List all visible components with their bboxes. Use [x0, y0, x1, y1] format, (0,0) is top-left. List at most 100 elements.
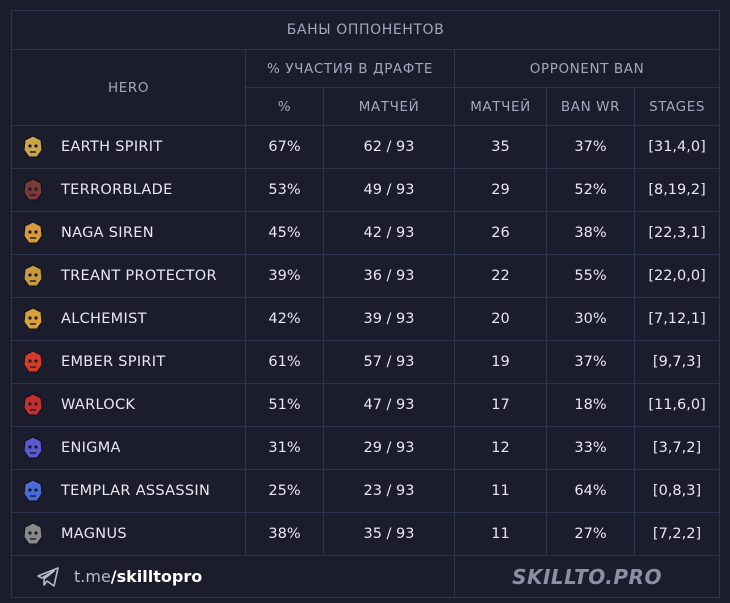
ban-matches: 17: [454, 383, 547, 427]
table-row: MAGNUS 38% 35 / 93 11 27% [7,2,2]: [11, 512, 721, 556]
participation-percent: 51%: [245, 383, 324, 427]
participation-percent: 53%: [245, 168, 324, 212]
telegram-link-prefix[interactable]: t.me: [74, 567, 111, 586]
ban-matches: 11: [454, 469, 547, 513]
participation-percent: 67%: [245, 125, 324, 169]
hero-name: EARTH SPIRIT: [61, 139, 163, 155]
ban-winrate: 18%: [546, 383, 635, 427]
hero-cell: TREANT PROTECTOR: [11, 254, 246, 298]
table-row: TERRORBLADE 53% 49 / 93 29 52% [8,19,2]: [11, 168, 721, 212]
participation-matches: 49 / 93: [323, 168, 455, 212]
col-stages-header: STAGES: [633, 87, 721, 126]
col-ban-wr-header: BAN WR: [546, 87, 635, 126]
table-row: NAGA SIREN 45% 42 / 93 26 38% [22,3,1]: [11, 211, 721, 255]
hero-name: TREANT PROTECTOR: [61, 268, 217, 284]
alchemist-icon: [23, 307, 43, 330]
ban-stages: [7,12,1]: [633, 297, 721, 341]
participation-matches: 29 / 93: [323, 426, 455, 470]
participation-matches: 62 / 93: [323, 125, 455, 169]
ban-stages: [0,8,3]: [633, 469, 721, 513]
hero-name: ALCHEMIST: [61, 311, 147, 327]
naga-siren-icon: [23, 221, 43, 244]
table-title: БАНЫ ОППОНЕНТОВ: [10, 10, 721, 50]
col-hero-header: HERO: [11, 49, 246, 126]
participation-percent: 38%: [245, 512, 324, 556]
ban-winrate: 33%: [546, 426, 635, 470]
participation-matches: 23 / 93: [323, 469, 455, 513]
table-row: EARTH SPIRIT 67% 62 / 93 35 37% [31,4,0]: [11, 125, 721, 169]
ban-matches: 35: [454, 125, 547, 169]
ban-winrate: 37%: [546, 125, 635, 169]
terrorblade-icon: [23, 178, 43, 201]
telegram-link-handle[interactable]: /skilltopro: [110, 567, 203, 586]
hero-cell: MAGNUS: [11, 512, 246, 556]
table-row: ALCHEMIST 42% 39 / 93 20 30% [7,12,1]: [11, 297, 721, 341]
hero-name: EMBER SPIRIT: [61, 354, 166, 370]
participation-matches: 47 / 93: [323, 383, 455, 427]
ban-winrate: 27%: [546, 512, 635, 556]
table-row: TEMPLAR ASSASSIN 25% 23 / 93 11 64% [0,8,3]: [11, 469, 721, 513]
earth-spirit-icon: [23, 135, 43, 158]
ban-winrate: 55%: [546, 254, 635, 298]
hero-name: TERRORBLADE: [61, 182, 173, 198]
participation-matches: 36 / 93: [323, 254, 455, 298]
ban-winrate: 30%: [546, 297, 635, 341]
ban-matches: 11: [454, 512, 547, 556]
ban-matches: 22: [454, 254, 547, 298]
ban-matches: 12: [454, 426, 547, 470]
hero-cell: NAGA SIREN: [11, 211, 246, 255]
participation-percent: 61%: [245, 340, 324, 384]
telegram-icon: [37, 566, 59, 587]
participation-matches: 35 / 93: [323, 512, 455, 556]
ban-stages: [22,0,0]: [633, 254, 721, 298]
treant-protector-icon: [23, 264, 43, 287]
ban-winrate: 64%: [546, 469, 635, 513]
magnus-icon: [23, 522, 43, 545]
hero-name: WARLOCK: [61, 397, 136, 413]
hero-cell: EARTH SPIRIT: [11, 125, 246, 169]
templar-assassin-icon: [23, 479, 43, 502]
participation-percent: 31%: [245, 426, 324, 470]
hero-cell: TERRORBLADE: [11, 168, 246, 212]
ban-stages: [7,2,2]: [633, 512, 721, 556]
ban-stages: [11,6,0]: [633, 383, 721, 427]
participation-percent: 45%: [245, 211, 324, 255]
participation-percent: 25%: [245, 469, 324, 513]
hero-cell: EMBER SPIRIT: [11, 340, 246, 384]
participation-matches: 42 / 93: [323, 211, 455, 255]
hero-name: MAGNUS: [61, 526, 127, 542]
ban-stages: [31,4,0]: [633, 125, 721, 169]
participation-percent: 42%: [245, 297, 324, 341]
ban-winrate: 38%: [546, 211, 635, 255]
col-percent-header: %: [245, 87, 324, 126]
warlock-icon: [23, 393, 43, 416]
table-row: EMBER SPIRIT 61% 57 / 93 19 37% [9,7,3]: [11, 340, 721, 384]
hero-cell: TEMPLAR ASSASSIN: [11, 469, 246, 513]
ban-winrate: 52%: [546, 168, 635, 212]
ban-stages: [9,7,3]: [633, 340, 721, 384]
ban-matches: 29: [454, 168, 547, 212]
ban-stages: [3,7,2]: [633, 426, 721, 470]
col-ban-matches-header: МАТЧЕЙ: [454, 87, 547, 126]
table-row: ENIGMA 31% 29 / 93 12 33% [3,7,2]: [11, 426, 721, 470]
ban-stages: [22,3,1]: [633, 211, 721, 255]
ember-spirit-icon: [23, 350, 43, 373]
group-participation-header: % УЧАСТИЯ В ДРАФТЕ: [245, 49, 455, 88]
ban-stages: [8,19,2]: [633, 168, 721, 212]
participation-matches: 57 / 93: [323, 340, 455, 384]
group-opponent-ban-header: OPPONENT BAN: [453, 49, 721, 88]
participation-percent: 39%: [245, 254, 324, 298]
col-matches-header: МАТЧЕЙ: [323, 87, 455, 126]
opponent-bans-table: БАНЫ ОППОНЕНТОВ HERO % УЧАСТИЯ В ДРАФТЕ …: [10, 10, 721, 598]
hero-name: ENIGMA: [61, 440, 121, 456]
enigma-icon: [23, 436, 43, 459]
table-row: WARLOCK 51% 47 / 93 17 18% [11,6,0]: [11, 383, 721, 427]
hero-cell: ENIGMA: [11, 426, 246, 470]
hero-cell: WARLOCK: [11, 383, 246, 427]
hero-cell: ALCHEMIST: [11, 297, 246, 341]
hero-name: TEMPLAR ASSASSIN: [61, 483, 211, 499]
ban-matches: 19: [454, 340, 547, 384]
hero-name: NAGA SIREN: [61, 225, 154, 241]
table-body: EARTH SPIRIT 67% 62 / 93 35 37% [31,4,0] TERRO…: [11, 125, 721, 556]
footer-left: t.me /skilltopro: [11, 555, 455, 598]
